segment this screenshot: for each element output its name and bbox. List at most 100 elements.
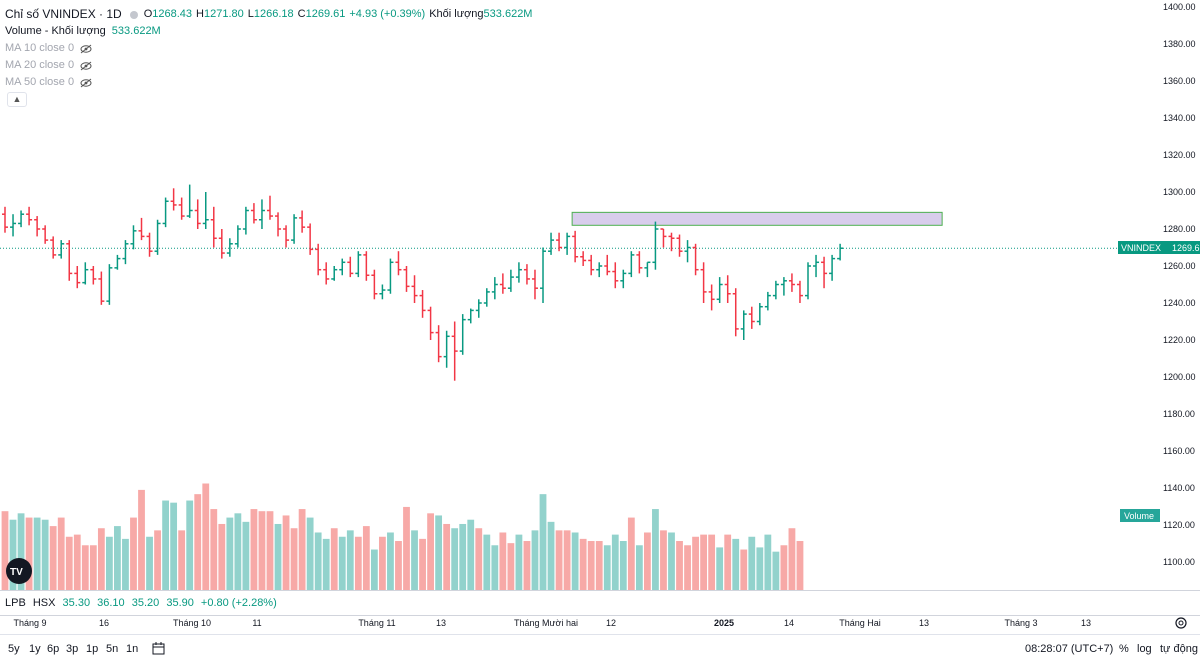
time-axis[interactable]: Tháng 9 16 Tháng 10 11 Tháng 11 13 Tháng Mười … [13,618,1091,628]
volume-bar [684,545,691,590]
compare-symbol[interactable]: LPB [5,597,26,609]
ohlc-bar [540,247,547,303]
timeframe-3p[interactable]: 3p [66,643,79,655]
volume-bar [403,506,410,590]
ohlc-bar [66,240,73,281]
bottom-toolbar: 5y 1y 6p 3p 1p 5n 1n 08:28:07 (UTC+7) % … [0,634,1200,662]
ohlc-bar [491,277,498,300]
ohlc-bar [636,251,643,274]
ohlc-bar [194,199,201,229]
y-tick-label: 1340.00 [1163,113,1196,123]
volume-bar [49,526,57,590]
timeframe-6p[interactable]: 6p [47,643,60,655]
tradingview-logo[interactable]: TV [6,558,32,584]
ohlc-bar [275,212,282,237]
volume-bar [619,541,627,590]
ohlc-bar [2,206,8,233]
hidden-eye-icon[interactable] [80,44,92,54]
settings-gear-icon[interactable] [1175,617,1187,629]
ohlc-bar [451,321,458,381]
ma50-label[interactable]: MA 50 close 0 [5,76,75,88]
timeframe-5n[interactable]: 5n [106,643,119,655]
volume-bar [57,517,65,590]
ohlc-bar [315,243,322,276]
y-tick-label: 1260.00 [1163,261,1196,271]
symbol-title[interactable]: Chỉ số VNINDEX · 1D [5,7,122,21]
ohlc-bar [411,275,418,303]
price-axis[interactable]: 1100.00 1120.00 1140.00 1160.00 1180.00 1200.… [1163,2,1196,567]
volume-study-label[interactable]: Volume - Khối lượng [5,25,106,37]
volume-bar [692,536,699,590]
y-tick-label: 1200.00 [1163,372,1196,382]
y-tick-label: 1380.00 [1163,39,1196,49]
timeframe-1n[interactable]: 1n [126,643,139,655]
log-toggle[interactable]: log [1137,643,1152,655]
volume-bar [740,549,748,590]
hidden-eye-icon[interactable] [80,78,92,88]
timeframe-5y[interactable]: 5y [8,643,20,655]
volume-bar [547,521,555,590]
compare-high: 36.10 [97,597,125,609]
volume-bar [162,500,169,590]
volume-study-value: 533.622M [111,25,161,37]
ma-row[interactable]: MA 10 close 0 [5,40,532,57]
resistance-zone[interactable] [571,211,943,226]
axis-badges: VNINDEX 1269.61 Volume [1118,241,1200,522]
timeframe-1y[interactable]: 1y [29,643,41,655]
volume-bar [330,528,338,590]
volume-study-row[interactable]: Volume - Khối lượng 533.622M [5,23,532,40]
hidden-eye-icon[interactable] [80,61,92,71]
volume-bar [483,534,491,590]
volume-bar [387,532,394,590]
collapse-legend-button[interactable]: ▲ [7,92,27,107]
auto-scale-toggle[interactable]: tự động [1160,643,1198,655]
volume-value: 533.622M [483,8,533,20]
calendar-range-icon[interactable] [152,642,166,655]
compare-symbol-legend[interactable]: LPB HSX 35.30 36.10 35.20 35.90 +0.80 (+… [5,597,281,609]
volume-bar [290,528,298,590]
ohlc-bar [668,232,675,252]
close-label: C [297,8,306,20]
volume-bar [579,538,587,590]
x-tick-label: Tháng 11 [358,618,395,628]
volume-bar [170,502,178,590]
compare-open: 35.30 [62,597,91,609]
ohlc-bar [218,229,225,259]
x-tick-label: 2025 [714,618,734,628]
volume-bar [130,517,137,590]
ohlc-bar [548,232,555,255]
ohlc-bar [363,251,370,281]
volume-bar [258,511,266,590]
open-value: 1268.43 [152,8,193,20]
ma10-label[interactable]: MA 10 close 0 [5,42,75,54]
ma20-label[interactable]: MA 20 close 0 [5,59,75,71]
volume-bar [346,530,354,590]
volume-bar [266,511,274,590]
clock-timezone[interactable]: 08:28:07 (UTC+7) [1025,643,1114,655]
volume-bar [379,536,386,590]
ohlc-bar [34,216,41,237]
ohlc-bar [531,269,538,300]
timeframe-1p[interactable]: 1p [86,643,99,655]
symbol-badge-bg [1118,241,1170,254]
ohlc-bar [813,254,820,278]
x-tick-label: Tháng Mười hai [514,618,578,628]
price-volume-chart[interactable]: 1100.00 1120.00 1140.00 1160.00 1180.00 1200.… [0,0,1200,634]
ohlc-bar [652,221,659,270]
volume-bar [539,494,547,590]
volume-bar [65,536,73,590]
ohlc-bar [507,269,514,292]
ohlc-bar [138,217,145,241]
ma-row[interactable]: MA 50 close 0 [5,74,532,91]
ma-row[interactable]: MA 20 close 0 [5,57,532,74]
volume-bar [395,541,402,590]
volume-bar [218,523,226,590]
volume-bar [756,547,764,590]
volume-bar [451,528,459,590]
percent-toggle[interactable]: % [1119,643,1129,655]
ohlc-bar [435,325,442,363]
volume-label: Khối lượng [429,8,484,20]
volume-bar [611,534,619,590]
ohlc-bar [42,225,49,244]
